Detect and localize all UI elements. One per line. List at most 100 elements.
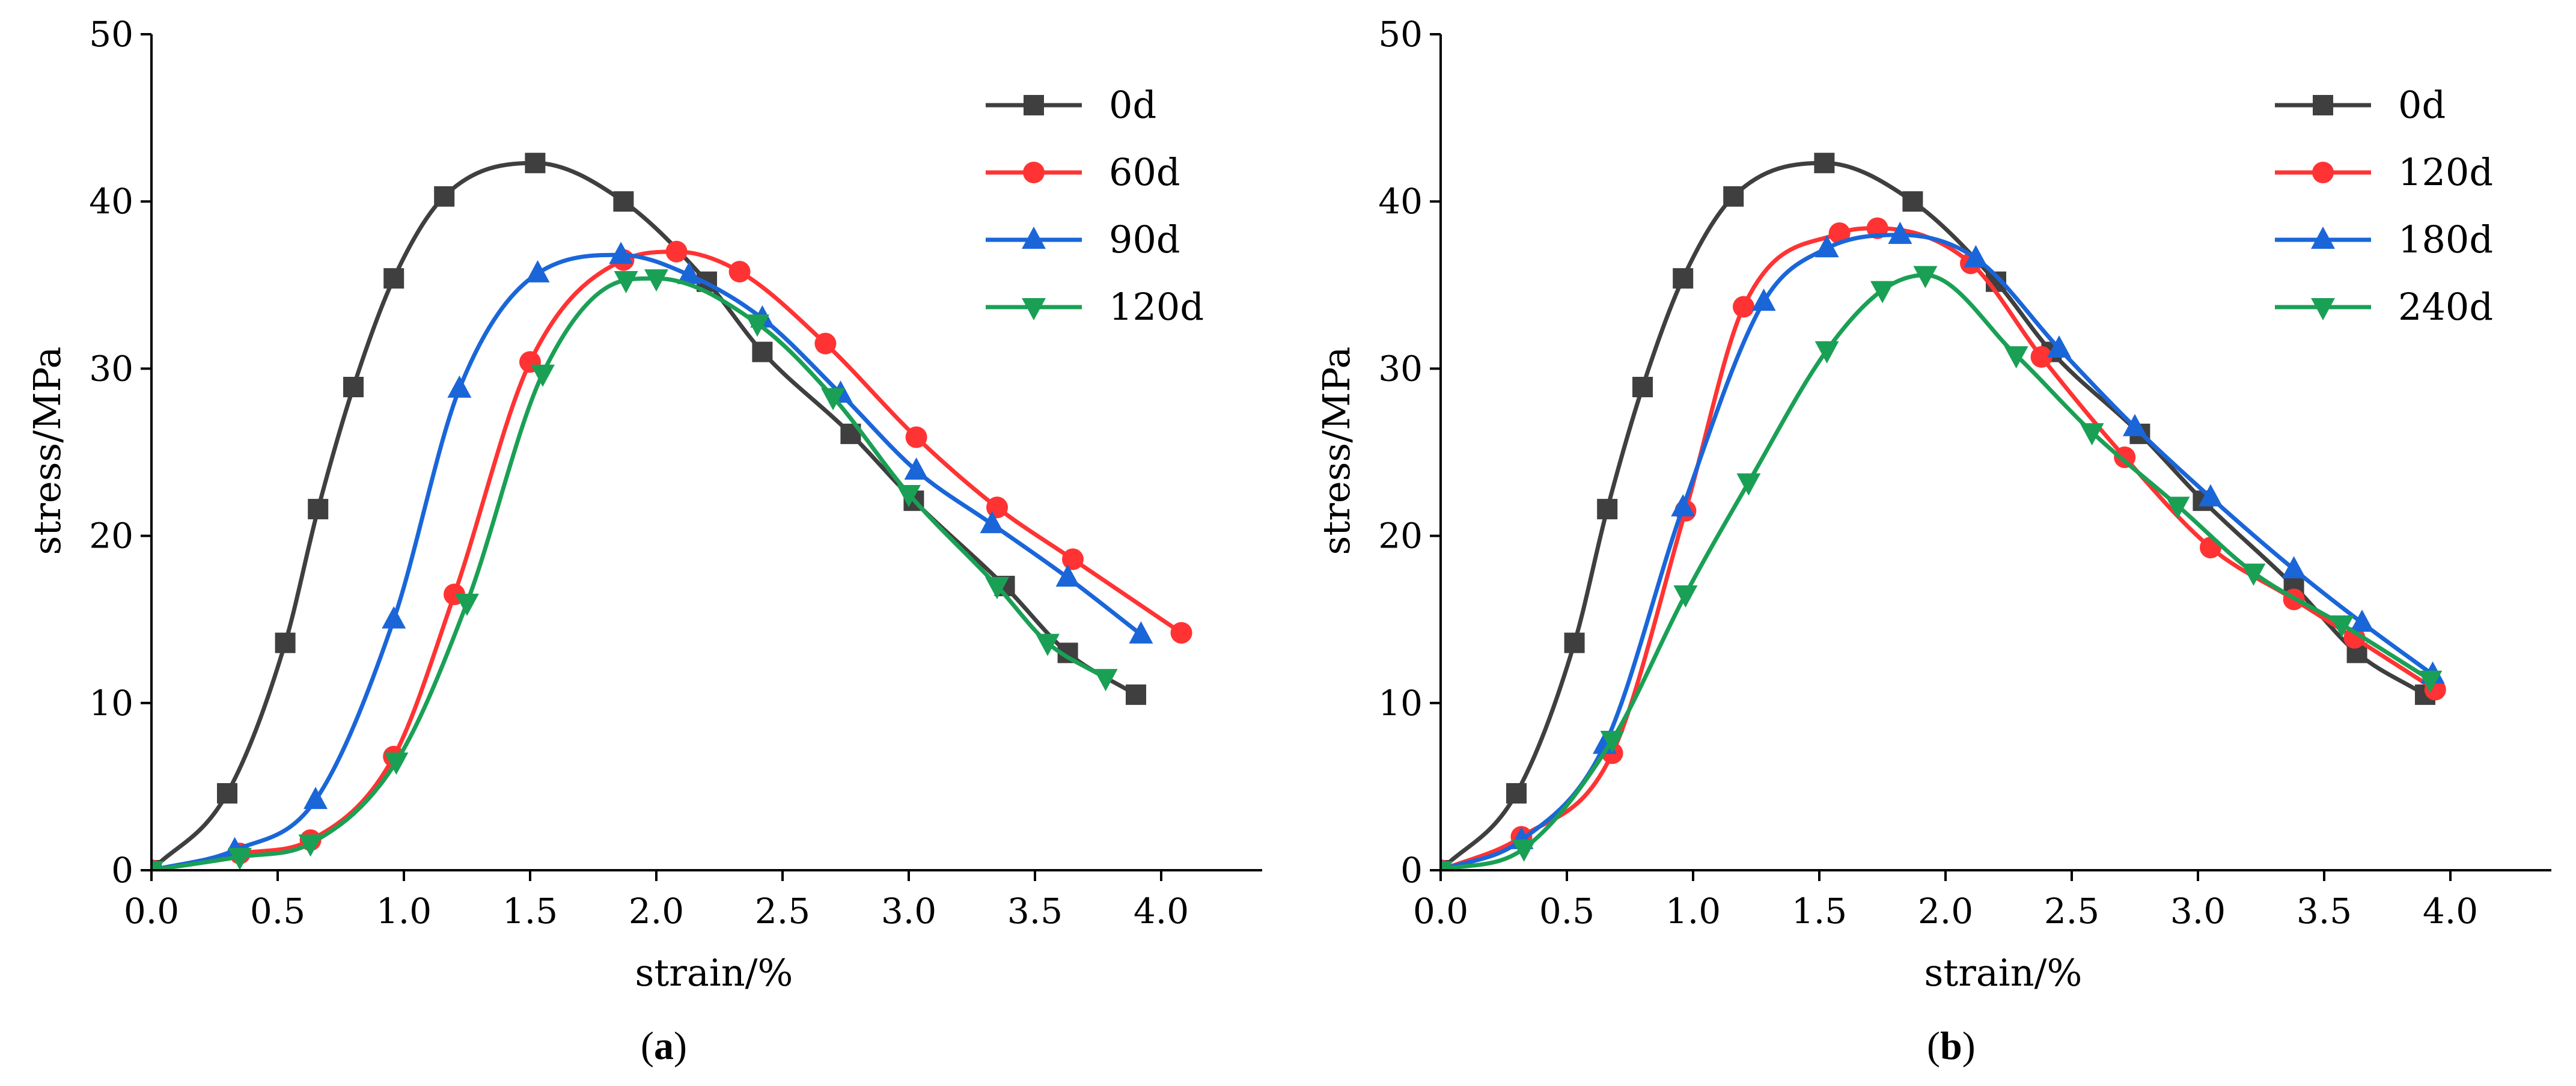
panel-b-legend-label-0d: 0d	[2398, 83, 2446, 127]
panel-b-point-120d-12	[2343, 627, 2366, 649]
panel-b-legend-item-120d: 120d	[2275, 150, 2493, 194]
panel-b-point-240d-4	[1736, 473, 1761, 496]
panel-b-y-tick-label-3: 30	[1378, 348, 1423, 389]
panel-b-point-120d-9	[2114, 446, 2136, 468]
panel-a-point-0d-3	[308, 499, 329, 520]
panel-a-legend-label-120d: 120d	[1109, 285, 1204, 329]
panel-a-point-60d-9	[814, 332, 837, 355]
panel-a-legend-marker-90d	[1022, 227, 1046, 249]
panel-a-legend-item-0d: 0d	[986, 83, 1156, 127]
panel-b-point-180d-10	[2199, 484, 2223, 507]
panel-b-x-tick-label-0: 0.0	[1413, 891, 1468, 932]
panel-a-y-axis-title: stress/MPa	[25, 347, 69, 555]
panel-b-point-180d-7	[1964, 245, 1988, 267]
panel-a-point-60d-8	[728, 261, 751, 283]
panel-b-label: (b)	[1927, 1024, 1976, 1068]
panel-b-legend-label-180d: 180d	[2398, 218, 2493, 261]
panel-a-point-120d-8	[745, 314, 769, 337]
panel-b-x-tick-label-6: 3.0	[2170, 891, 2226, 932]
panel-b-line-0d	[1441, 160, 2428, 870]
panel-a-x-tick-label-1: 0.5	[250, 891, 305, 932]
panel-a-y-tick-label-0: 0	[111, 850, 133, 891]
panel-b-point-180d-3	[1671, 494, 1695, 517]
panel-b-legend-label-120d: 120d	[2398, 150, 2493, 194]
panel-b-y-tick-label-1: 10	[1378, 683, 1423, 724]
panel-a-legend-item-60d: 60d	[986, 150, 1180, 194]
panel-a-point-120d-7	[644, 269, 668, 292]
panel-b-legend: 0d 120d 180d 240d	[2275, 83, 2493, 329]
panel-a-legend: 0d 60d 90d 120d	[986, 83, 1204, 329]
panel-a-series-area	[151, 153, 1192, 870]
panel-b-point-0d-7	[1814, 153, 1835, 174]
panel-a-point-120d-3	[384, 752, 409, 775]
panel-a-x-tick-label-8: 4.0	[1134, 891, 1189, 932]
panel-b-point-180d-6	[1888, 221, 1912, 244]
panel-b-point-180d-8	[2047, 335, 2071, 358]
panel-b-y-axis-title: stress/MPa	[1314, 347, 1358, 555]
panel-b-point-180d-11	[2281, 556, 2306, 579]
panel-b-point-0d-2	[1564, 632, 1585, 653]
panel-a-point-90d-6	[609, 242, 633, 264]
panel-b-x-tick-label-2: 1.0	[1665, 891, 1721, 932]
panel-a-point-120d-4	[455, 593, 479, 616]
panel-a-point-90d-4	[447, 375, 472, 398]
panel-b-y-tick-label-5: 50	[1378, 14, 1423, 55]
panel-b-point-240d-1	[1512, 839, 1536, 862]
panel-a-x-axis-title: strain/%	[635, 951, 793, 995]
panel-b-point-120d-4	[1733, 296, 1754, 318]
panel-a-y-tick-label-3: 30	[89, 348, 133, 389]
panel-b-series-area	[1441, 153, 2446, 870]
panel-a-point-0d-7	[525, 153, 546, 174]
panel-b-point-180d-4	[1751, 288, 1776, 311]
panel-b-point-240d-9	[2080, 423, 2104, 446]
panel-a-point-120d-12	[1036, 633, 1060, 656]
panel-a-point-60d-12	[1062, 548, 1084, 570]
panel-a-point-90d-11	[980, 511, 1004, 534]
panel-b-point-0d-5	[1673, 268, 1694, 289]
panel-b-label-close: )	[1962, 1024, 1976, 1068]
panel-a-point-0d-1	[217, 783, 237, 804]
panel-a-legend-label-60d: 60d	[1109, 150, 1180, 194]
panel-a-point-120d-9	[821, 388, 845, 410]
panel-b-x-tick-label-4: 2.0	[1918, 891, 1973, 932]
panel-b-x-tick-label-8: 4.0	[2423, 891, 2478, 932]
panel-a-point-90d-13	[1129, 621, 1153, 644]
panel-a-x-tick-label-2: 1.0	[376, 891, 432, 932]
panel-a-legend-marker-60d	[1023, 162, 1045, 183]
panel-b-y-tick-label-4: 40	[1378, 181, 1423, 222]
panel-a-point-0d-10	[752, 341, 773, 362]
panel-b-point-0d-1	[1506, 783, 1527, 804]
panel-a-point-90d-3	[382, 606, 406, 629]
panel-b-legend-item-240d: 240d	[2275, 285, 2493, 329]
panel-a-point-0d-2	[275, 632, 296, 653]
panel-a-x-tick-label-0: 0.0	[124, 891, 179, 932]
panel-b-x-tick-label-1: 0.5	[1539, 891, 1595, 932]
panel-b-point-0d-3	[1597, 499, 1618, 520]
panel-b-point-240d-3	[1673, 585, 1698, 608]
panel-a-point-120d-10	[897, 485, 921, 508]
panel-a-point-120d-11	[985, 577, 1009, 600]
panel-b-legend-item-180d: 180d	[2275, 218, 2493, 261]
panel-a-y-tick-label-1: 10	[89, 683, 133, 724]
panel-a-point-90d-5	[525, 260, 550, 282]
panel-b-point-240d-2	[1600, 731, 1625, 754]
panel-b-point-180d-9	[2123, 413, 2147, 436]
panel-a-legend-marker-0d	[1024, 95, 1044, 115]
panel-a-x-tick-label-4: 2.0	[629, 891, 684, 932]
panel-b-label-letter: b	[1940, 1024, 1962, 1068]
panel-a-point-60d-7	[665, 240, 688, 263]
panel-a-label-close: )	[674, 1024, 687, 1068]
panel-b-point-240d-6	[1870, 281, 1894, 304]
panel-a-point-120d-0	[151, 861, 163, 870]
panel-b-y-tick-label-0: 0	[1400, 850, 1423, 891]
panel-a-label-open: (	[641, 1024, 654, 1068]
panel-b-legend-marker-0d	[2313, 95, 2333, 115]
panel-a-point-90d-10	[904, 457, 929, 480]
panel-b-point-120d-8	[2030, 346, 2053, 368]
panel-b-legend-marker-120d	[2312, 162, 2334, 183]
panel-b-point-240d-13	[2418, 670, 2443, 693]
panel-b-point-240d-7	[1913, 266, 1938, 288]
panel-b-series-0d	[1441, 153, 2435, 870]
